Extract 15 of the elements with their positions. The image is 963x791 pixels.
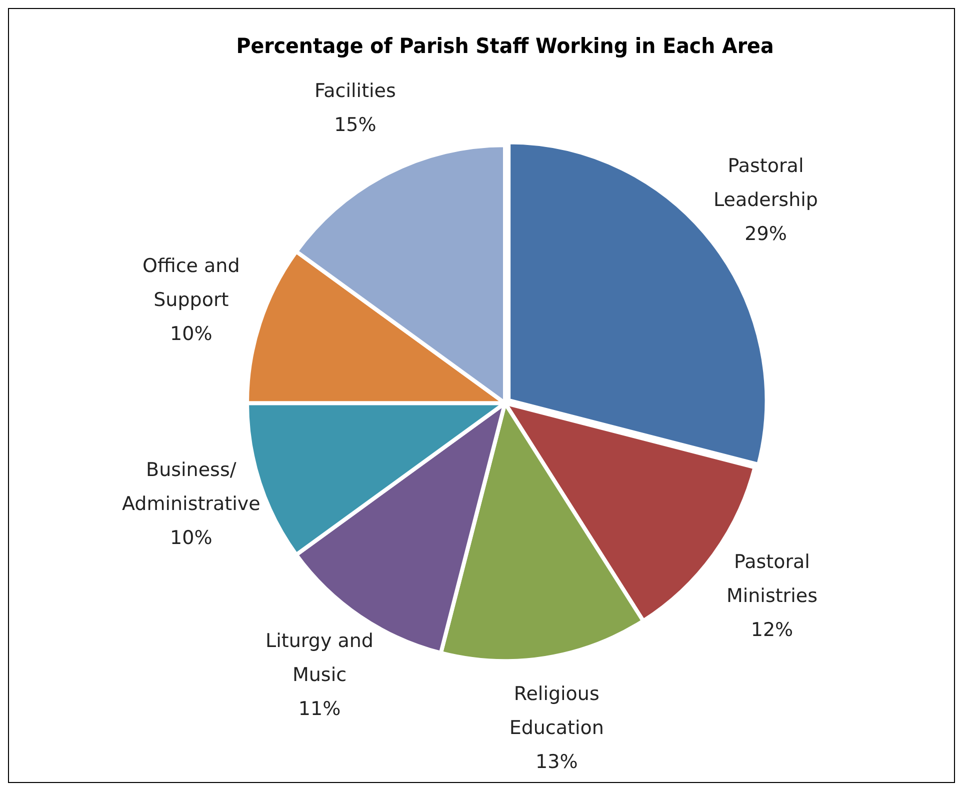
slice-label: Pastoral Ministries bbox=[726, 551, 818, 608]
slice-label: Business/ Administrative bbox=[122, 459, 260, 516]
slice-label: Office and Support bbox=[142, 255, 240, 312]
slice-label: Facilities bbox=[314, 80, 396, 102]
data-label: 29% bbox=[744, 222, 787, 245]
data-label: 10% bbox=[170, 323, 212, 346]
data-label: 10% bbox=[170, 527, 212, 550]
slice-label: Religious Education bbox=[509, 682, 604, 739]
slice-label: Pastoral Leadership bbox=[714, 154, 818, 211]
data-label: 11% bbox=[298, 698, 341, 720]
chart-title: Percentage of Parish Staff Working in Each Area bbox=[236, 33, 774, 58]
data-label: 15% bbox=[334, 114, 376, 136]
data-label: 12% bbox=[750, 619, 794, 642]
data-label: 13% bbox=[536, 750, 578, 773]
slice-label: Liturgy and Music bbox=[266, 630, 374, 686]
